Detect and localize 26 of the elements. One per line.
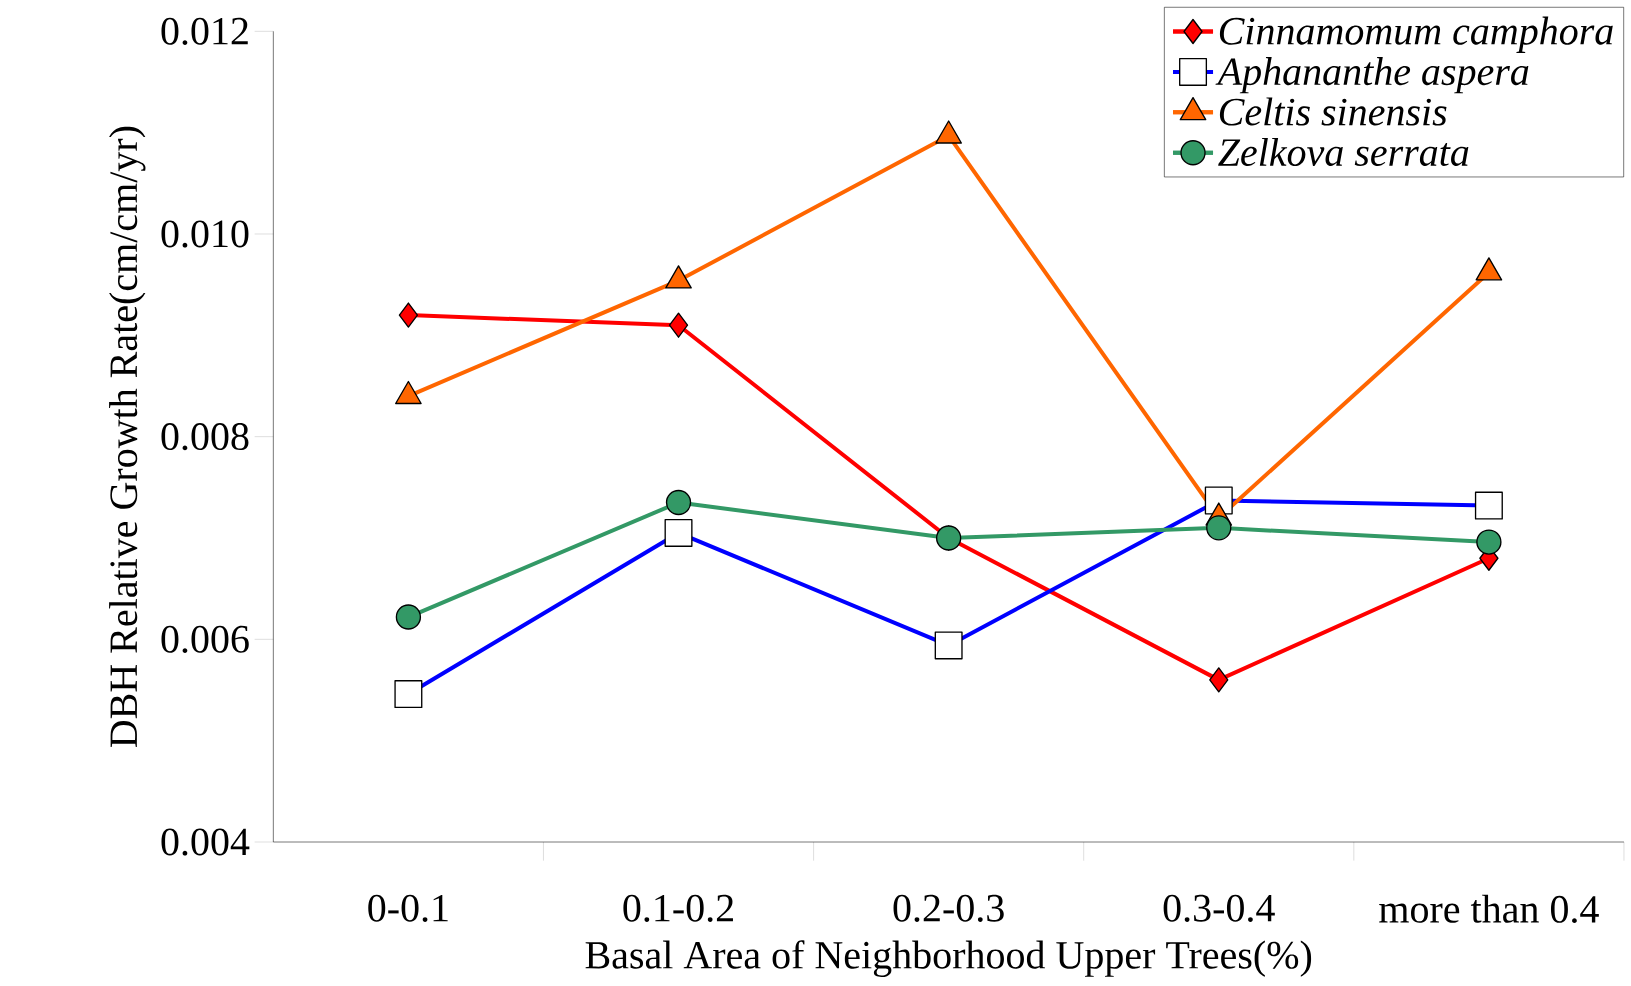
legend-label: Cinnamomum camphora	[1219, 16, 1613, 53]
legend-label: Zelkova serrata	[1218, 137, 1469, 167]
y-axis-title: DBH Relative Growth Rate(cm/cm/yr)	[109, 126, 146, 748]
point	[935, 120, 963, 144]
point	[1476, 529, 1502, 555]
point	[1209, 667, 1229, 693]
legend-label: Aphananthe aspera	[1215, 57, 1529, 94]
point	[665, 489, 692, 516]
x-tick-label: 0.3-0.4	[1163, 894, 1275, 922]
y-tick-label: 0.010	[161, 220, 249, 248]
point	[395, 604, 422, 630]
point	[665, 265, 692, 289]
x-axis-title: Basal Area of Neighborhood Upper Trees(%)	[585, 940, 1312, 977]
point	[1206, 515, 1232, 541]
y-tick-label: 0.004	[161, 828, 250, 856]
point	[668, 312, 689, 338]
y-tick-label: 0.008	[161, 423, 249, 451]
x-tick-label: 0.1-0.2	[623, 894, 733, 922]
y-tick-label: 0.012	[161, 17, 248, 45]
point	[1475, 257, 1503, 281]
x-tick-label: 0-0.1	[368, 894, 448, 922]
legend-label: Celtis sinensis	[1219, 97, 1447, 126]
point	[935, 525, 962, 551]
x-tick-label: 0.2-0.3	[893, 894, 1004, 922]
x-tick-label: more than 0.4	[1379, 894, 1599, 924]
y-tick-label: 0.006	[161, 625, 249, 653]
